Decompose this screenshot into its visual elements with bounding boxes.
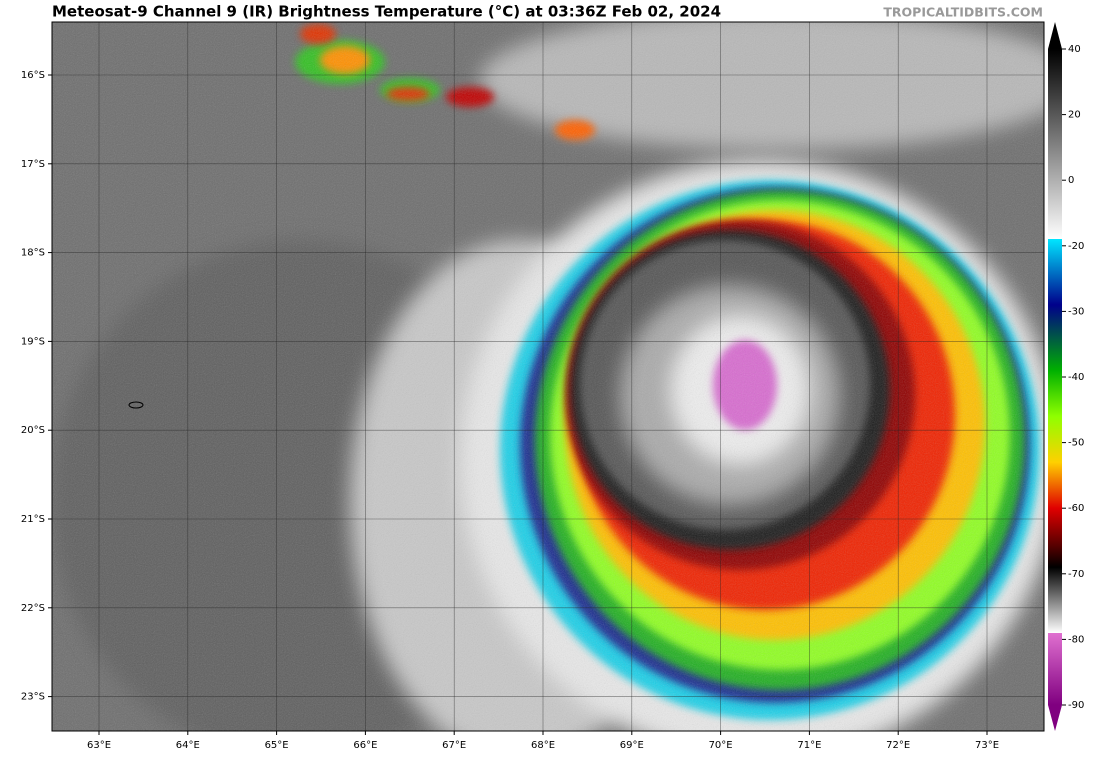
colorbar (1048, 49, 1062, 705)
longitude-label: 66°E (353, 740, 377, 751)
colorbar-tick-label: -50 (1068, 438, 1084, 449)
colorbar-extend-bottom (1048, 705, 1062, 731)
latitude-label: 22°S (21, 603, 45, 614)
longitude-label: 73°E (975, 740, 999, 751)
latitude-label: 20°S (21, 425, 45, 436)
colorbar-tick-label: -80 (1068, 634, 1084, 645)
colorbar-tick-label: -20 (1068, 241, 1084, 252)
longitude-label: 63°E (87, 740, 111, 751)
colorbar-tick-label: -90 (1068, 700, 1084, 711)
colorbar-tick-label: -40 (1068, 372, 1084, 383)
latitude-label: 16°S (21, 70, 45, 81)
latitude-label: 18°S (21, 248, 45, 259)
credit: TROPICALTIDBITS.COM (883, 5, 1043, 20)
colorbar-tick-label: -30 (1068, 306, 1084, 317)
longitude-label: 68°E (531, 740, 555, 751)
longitude-label: 64°E (176, 740, 200, 751)
colorbar-tick-label: -70 (1068, 569, 1084, 580)
colorbar-tick-label: 0 (1068, 175, 1074, 186)
latitude-label: 23°S (21, 692, 45, 703)
colorbar-extend-top (1048, 22, 1062, 49)
colorbar-tick-label: -60 (1068, 503, 1084, 514)
longitude-label: 70°E (709, 740, 733, 751)
longitude-label: 71°E (797, 740, 821, 751)
colorbar-tick-label: 20 (1068, 110, 1081, 121)
longitude-label: 69°E (620, 740, 644, 751)
colorbar-tick-label: 40 (1068, 44, 1081, 55)
title: Meteosat-9 Channel 9 (IR) Brightness Tem… (52, 3, 721, 21)
latitude-label: 21°S (21, 514, 45, 525)
longitude-label: 65°E (265, 740, 289, 751)
latitude-label: 19°S (21, 336, 45, 347)
satellite-image (52, 22, 1044, 731)
longitude-label: 67°E (442, 740, 466, 751)
map-frame (51, 21, 1045, 732)
longitude-label: 72°E (886, 740, 910, 751)
latitude-label: 17°S (21, 159, 45, 170)
